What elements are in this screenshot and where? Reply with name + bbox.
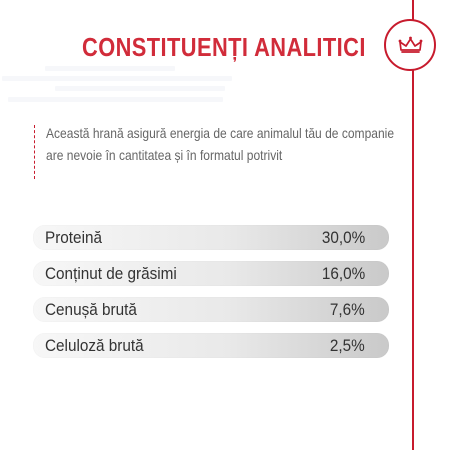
nutrient-label: Cenușă brută [45, 300, 137, 319]
nutrient-value: 16,0% [321, 264, 365, 283]
nutrient-label: Conținut de grăsimi [45, 264, 177, 283]
nutrient-value: 30,0% [321, 228, 365, 247]
brand-logo [384, 19, 436, 71]
analytical-constituents-list: Proteină 30,0% Conținut de grăsimi 16,0%… [33, 225, 389, 369]
crown-icon [398, 36, 422, 53]
nutrient-row-protein: Proteină 30,0% [33, 225, 389, 250]
nutrient-label: Celuloză brută [45, 336, 144, 355]
nutrient-value: 2,5% [330, 336, 365, 355]
description-block: Această hrană asigură energia de care an… [34, 122, 394, 179]
brand-divider [412, 0, 414, 450]
nutrient-value: 7,6% [330, 300, 365, 319]
nutrient-row-fat: Conținut de grăsimi 16,0% [33, 261, 389, 286]
description-divider [34, 125, 36, 179]
nutrient-row-ash: Cenușă brută 7,6% [33, 297, 389, 322]
nutrient-row-fiber: Celuloză brută 2,5% [33, 333, 389, 358]
nutrient-label: Proteină [45, 228, 102, 247]
page-title: CONSTITUENȚI ANALITICI [82, 32, 366, 62]
faint-background-graphic [0, 64, 240, 108]
description-text: Această hrană asigură energia de care an… [46, 125, 395, 163]
